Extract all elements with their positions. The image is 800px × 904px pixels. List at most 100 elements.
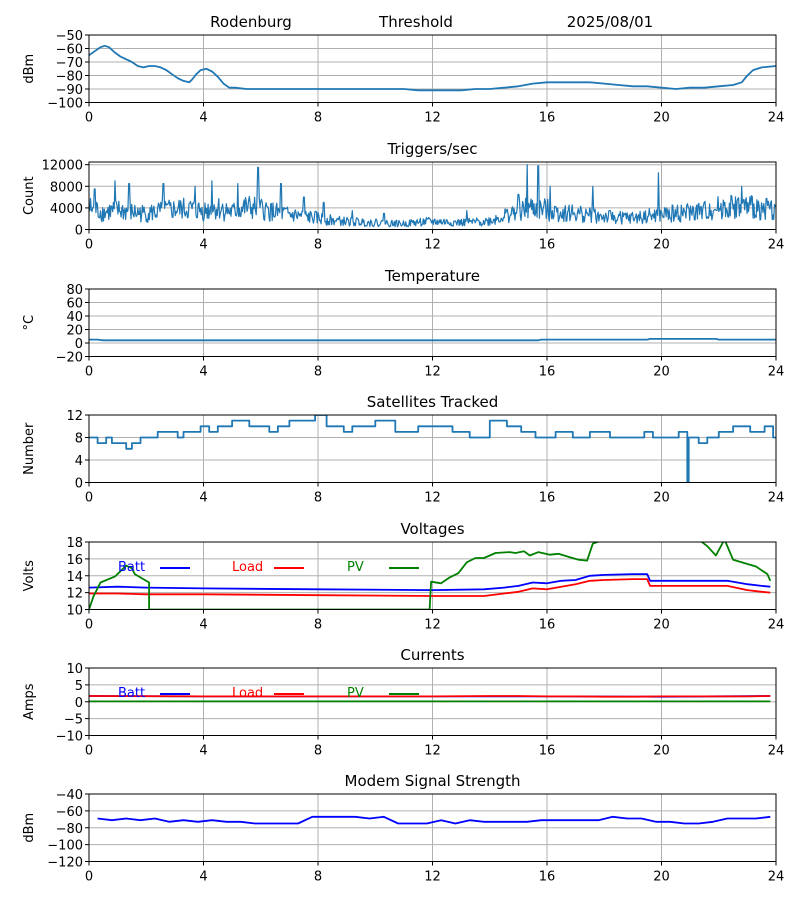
y-tick-label: 0 (75, 477, 83, 492)
x-tick-label: 4 (199, 618, 207, 633)
series-line-0 (97, 815, 771, 825)
x-tick-label: 8 (314, 111, 322, 126)
y-tick-label: 16 (66, 553, 83, 568)
panel-title: Voltages (400, 520, 464, 538)
x-tick-label: 16 (539, 870, 556, 885)
y-tick-label: −10 (56, 730, 83, 745)
x-tick-label: 0 (85, 111, 93, 126)
y-tick-label: 10 (66, 604, 83, 619)
legend-label-0: Batt (118, 560, 145, 575)
series-line-0 (89, 573, 771, 591)
x-tick-label: 4 (199, 491, 207, 506)
y-tick-label: 5 (75, 679, 83, 694)
y-axis-label: Amps (22, 683, 37, 720)
x-tick-label: 20 (653, 491, 670, 506)
y-tick-label: 12 (66, 587, 83, 602)
y-tick-label: 0 (75, 337, 83, 352)
x-tick-label: 20 (653, 618, 670, 633)
x-tick-label: 0 (85, 744, 93, 759)
y-axis-label: °C (22, 315, 37, 331)
plot-area (89, 337, 776, 342)
x-tick-label: 24 (768, 365, 785, 380)
plot-area (89, 415, 776, 483)
panel-3: 0 4 8 12 16 20 24 0 4 8 12 Satellites Tracked Number (22, 393, 784, 506)
x-tick-label: 20 (653, 111, 670, 126)
x-tick-label: 8 (314, 744, 322, 759)
x-tick-label: 24 (768, 111, 785, 126)
y-tick-label: −5 (64, 713, 83, 728)
x-tick-label: 24 (768, 618, 785, 633)
x-tick-label: 12 (424, 111, 441, 126)
panel-1: 0 4 8 12 16 20 24 0 4000 8000 12000 Triggers/sec Cou… (22, 140, 784, 253)
y-tick-label: −120 (47, 856, 83, 871)
header-station: Rodenburg (210, 13, 292, 31)
x-tick-label: 4 (199, 870, 207, 885)
x-tick-label: 16 (539, 744, 556, 759)
y-tick-label: −90 (56, 83, 83, 98)
y-tick-label: 12 (66, 409, 83, 424)
x-tick-label: 0 (85, 870, 93, 885)
y-axis-label: Count (22, 176, 37, 215)
series-line-1 (89, 578, 771, 597)
x-tick-label: 12 (424, 491, 441, 506)
panel-6: 0 4 8 12 16 20 24 −120 −100 −80 −60 −40 Modem Signal… (22, 772, 784, 885)
y-axis-label: Number (22, 422, 37, 475)
series-line-0 (89, 337, 776, 342)
y-tick-label: 14 (66, 570, 83, 585)
y-tick-label: −50 (56, 29, 83, 44)
x-tick-label: 8 (314, 870, 322, 885)
panel-0: 0 4 8 12 16 20 24 −100−90−80−70−60−50 dBm (22, 29, 784, 126)
y-tick-label: −80 (56, 70, 83, 85)
x-tick-label: 20 (653, 744, 670, 759)
panel-5: 0 4 8 12 16 20 24 −10 −5 0 5 10 Currents Amps Batt Load… (22, 646, 784, 759)
x-tick-label: 24 (768, 744, 785, 759)
x-tick-label: 24 (768, 870, 785, 885)
y-tick-label: −60 (56, 805, 83, 820)
series-line-0 (89, 44, 776, 92)
x-tick-label: 4 (199, 238, 207, 253)
x-tick-label: 16 (539, 365, 556, 380)
series-line-2 (89, 542, 772, 610)
x-tick-label: 20 (653, 238, 670, 253)
y-tick-label: 12000 (42, 159, 83, 174)
x-tick-label: 12 (424, 870, 441, 885)
y-tick-label: 80 (66, 283, 83, 298)
y-tick-label: 8000 (50, 180, 83, 195)
y-tick-label: 60 (66, 297, 83, 312)
y-tick-label: −70 (56, 56, 83, 71)
x-tick-label: 16 (539, 618, 556, 633)
legend-label-2: PV (347, 560, 364, 575)
header-date: 2025/08/01 (567, 13, 653, 31)
y-tick-label: 0 (75, 696, 83, 711)
x-tick-label: 8 (314, 365, 322, 380)
x-tick-label: 0 (85, 238, 93, 253)
panel-title: Temperature (384, 267, 480, 285)
x-tick-label: 24 (768, 238, 785, 253)
y-tick-label: −20 (56, 351, 83, 366)
y-tick-label: 4000 (50, 202, 83, 217)
x-tick-label: 12 (424, 618, 441, 633)
x-tick-label: 12 (424, 365, 441, 380)
panel-title: Satellites Tracked (367, 393, 498, 411)
x-tick-label: 16 (539, 111, 556, 126)
x-tick-label: 4 (199, 744, 207, 759)
legend-label-1: Load (232, 560, 263, 575)
y-tick-label: 18 (66, 536, 83, 551)
panel-title: Triggers/sec (387, 140, 478, 158)
x-tick-label: 12 (424, 744, 441, 759)
y-tick-label: 0 (75, 224, 83, 239)
plot-area (89, 695, 771, 703)
plot-area (89, 44, 776, 92)
legend-label-1: Load (232, 686, 263, 701)
y-axis-label: Volts (22, 560, 37, 592)
panel-4: 0 4 8 12 16 20 24 10 12 14 16 18 Voltages Volts Batt Lo… (22, 520, 784, 633)
x-tick-label: 24 (768, 491, 785, 506)
y-tick-label: 10 (66, 662, 83, 677)
x-tick-label: 20 (653, 365, 670, 380)
y-tick-label: −80 (56, 822, 83, 837)
series-line-0 (89, 415, 776, 483)
